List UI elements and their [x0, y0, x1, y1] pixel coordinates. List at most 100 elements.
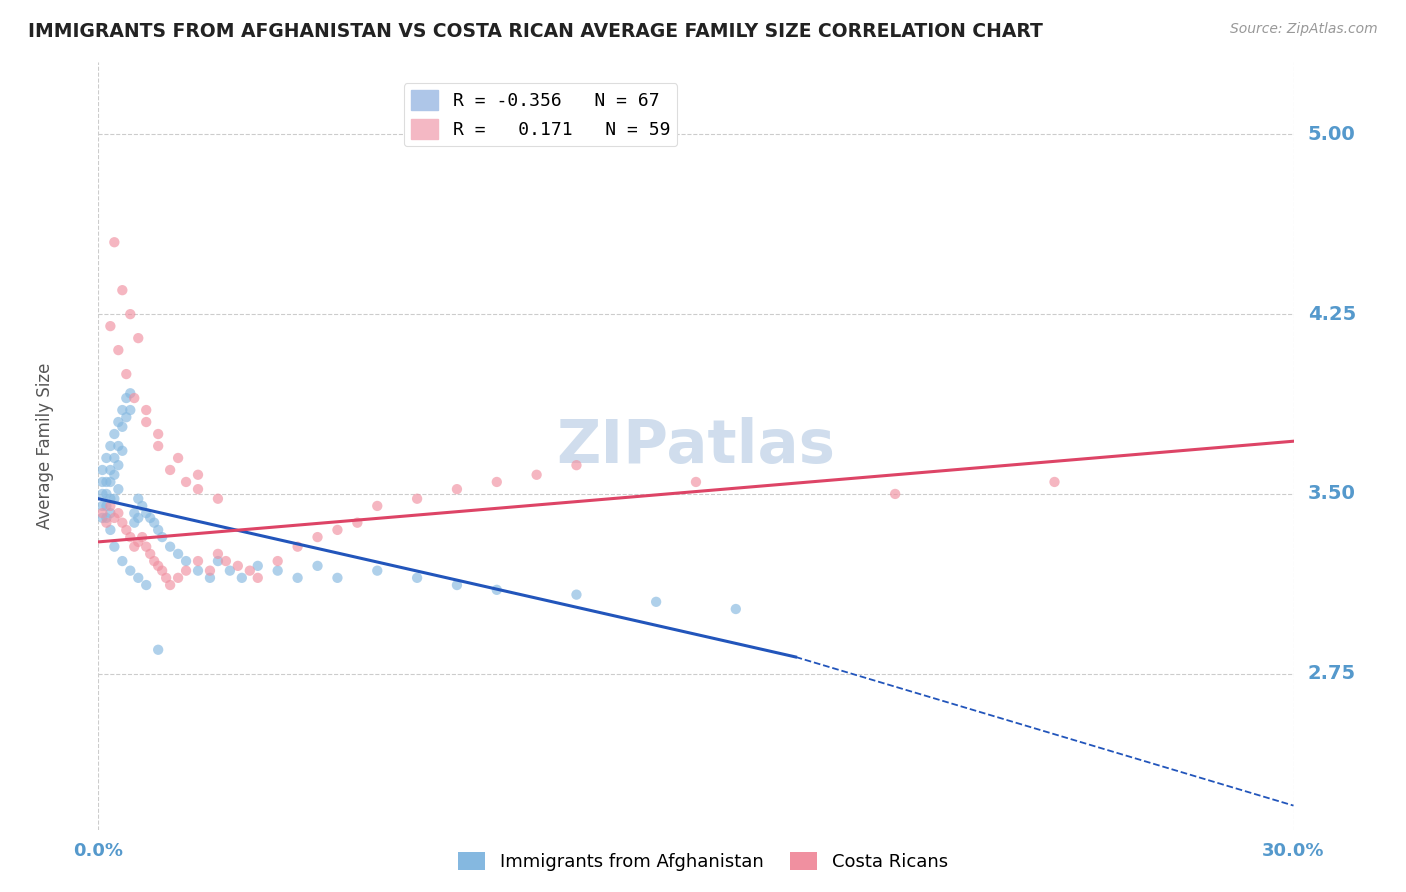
Point: [366, 564, 388, 578]
Point: [120, 386, 142, 401]
Point: [107, 458, 129, 473]
Point: [127, 571, 149, 585]
Point: [127, 535, 149, 549]
Point: [167, 450, 190, 465]
Point: [135, 415, 157, 429]
Point: [148, 558, 170, 573]
Point: [127, 331, 149, 345]
Point: [111, 403, 134, 417]
Point: [115, 410, 138, 425]
Point: [96, 511, 118, 525]
Point: [127, 491, 149, 506]
Point: [187, 564, 209, 578]
Text: ZIPatlas: ZIPatlas: [557, 417, 835, 475]
Point: [366, 499, 388, 513]
Point: [103, 491, 125, 506]
Point: [91, 499, 114, 513]
Point: [98, 506, 122, 520]
Point: [485, 475, 508, 489]
Text: 2.75: 2.75: [1308, 665, 1355, 683]
Point: [565, 588, 588, 602]
Point: [143, 554, 166, 568]
Point: [111, 516, 134, 530]
Point: [326, 523, 349, 537]
Point: [111, 554, 134, 568]
Point: [174, 554, 197, 568]
Point: [287, 540, 309, 554]
Point: [167, 571, 190, 585]
Point: [115, 367, 138, 381]
Point: [526, 467, 548, 482]
Point: [91, 511, 114, 525]
Legend: Immigrants from Afghanistan, Costa Ricans: Immigrants from Afghanistan, Costa Rican…: [451, 845, 955, 879]
Point: [139, 547, 162, 561]
Point: [207, 547, 229, 561]
Point: [159, 540, 181, 554]
Text: 3.50: 3.50: [1308, 484, 1355, 503]
Point: [91, 506, 114, 520]
Point: [215, 554, 238, 568]
Point: [139, 511, 162, 525]
Point: [107, 482, 129, 496]
Point: [645, 595, 668, 609]
Point: [96, 450, 118, 465]
Point: [187, 554, 209, 568]
Point: [124, 540, 146, 554]
Point: [406, 571, 429, 585]
Point: [174, 564, 197, 578]
Point: [103, 450, 125, 465]
Point: [120, 307, 142, 321]
Point: [124, 506, 146, 520]
Point: [103, 427, 125, 442]
Point: [446, 578, 468, 592]
Point: [120, 403, 142, 417]
Point: [287, 571, 309, 585]
Point: [91, 475, 114, 489]
Point: [103, 540, 125, 554]
Point: [98, 475, 122, 489]
Text: 0.0%: 0.0%: [73, 841, 124, 860]
Point: [231, 571, 253, 585]
Point: [155, 571, 177, 585]
Point: [115, 523, 138, 537]
Point: [219, 564, 242, 578]
Point: [267, 564, 290, 578]
Text: 30.0%: 30.0%: [1263, 841, 1324, 860]
Text: 5.00: 5.00: [1308, 125, 1355, 144]
Point: [150, 564, 173, 578]
Point: [246, 571, 269, 585]
Point: [239, 564, 262, 578]
Point: [174, 475, 197, 489]
Point: [135, 540, 157, 554]
Point: [131, 499, 153, 513]
Point: [115, 391, 138, 405]
Point: [103, 467, 125, 482]
Point: [246, 558, 269, 573]
Point: [326, 571, 349, 585]
Point: [107, 506, 129, 520]
Point: [167, 547, 190, 561]
Point: [124, 516, 146, 530]
Point: [98, 523, 122, 537]
Point: [98, 463, 122, 477]
Point: [685, 475, 707, 489]
Point: [485, 582, 508, 597]
Point: [148, 439, 170, 453]
Point: [98, 499, 122, 513]
Point: [111, 420, 134, 434]
Point: [1043, 475, 1066, 489]
Point: [103, 235, 125, 250]
Point: [96, 516, 118, 530]
Point: [565, 458, 588, 473]
Point: [187, 467, 209, 482]
Point: [148, 523, 170, 537]
Point: [111, 443, 134, 458]
Point: [96, 499, 118, 513]
Point: [96, 487, 118, 501]
Point: [107, 415, 129, 429]
Point: [120, 564, 142, 578]
Text: 4.25: 4.25: [1308, 305, 1357, 324]
Point: [159, 578, 181, 592]
Legend: R = -0.356   N = 67, R =   0.171   N = 59: R = -0.356 N = 67, R = 0.171 N = 59: [404, 83, 678, 146]
Point: [207, 491, 229, 506]
